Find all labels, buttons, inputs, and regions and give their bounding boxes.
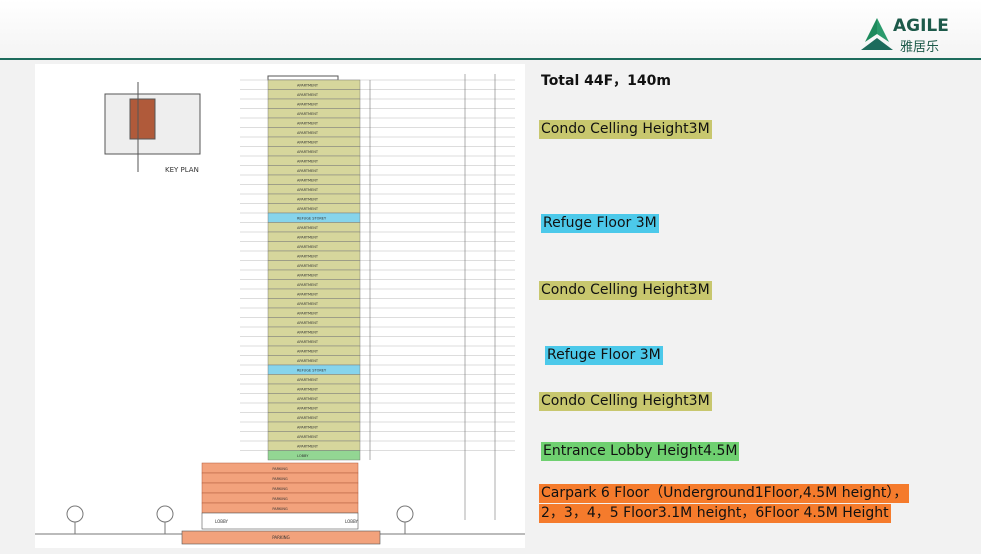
floor-label: APARTMENT: [297, 255, 319, 259]
logo-text: AGILE: [893, 16, 949, 36]
ground-label: LOBBY: [345, 519, 359, 524]
floor-label: APARTMENT: [297, 388, 319, 392]
floor-label: APARTMENT: [297, 407, 319, 411]
note: Condo Celling Height3M: [539, 392, 712, 411]
floor-label: APARTMENT: [297, 416, 319, 420]
ground-label: LOBBY: [215, 519, 229, 524]
key-plan-label: KEY PLAN: [165, 166, 199, 174]
floor-label: APARTMENT: [297, 103, 319, 107]
floor-label: APARTMENT: [297, 236, 319, 240]
floor-label: LOBBY: [297, 454, 309, 458]
floor-label: APARTMENT: [297, 245, 319, 249]
floor-label: APARTMENT: [297, 169, 319, 173]
note: Entrance Lobby Height4.5M: [541, 442, 740, 461]
note: Refuge Floor 3M: [541, 214, 659, 233]
floor-label: PARKING: [272, 507, 288, 511]
floor-label: APARTMENT: [297, 445, 319, 449]
floor-label: APARTMENT: [297, 426, 319, 430]
floor-label: APARTMENT: [297, 131, 319, 135]
floor-label: APARTMENT: [297, 198, 319, 202]
floor-label: APARTMENT: [297, 112, 319, 116]
section-drawing: KEY PLAN APARTMENT APARTMENT APARTMENT APAR…: [35, 64, 525, 548]
floor-label: APARTMENT: [297, 283, 319, 287]
floor-label: APARTMENT: [297, 150, 319, 154]
floor-label: APARTMENT: [297, 378, 319, 382]
floor-label: APARTMENT: [297, 397, 319, 401]
floor-label: REFUGE STOREY: [297, 369, 327, 373]
floor-label: APARTMENT: [297, 188, 319, 192]
floor-label: APARTMENT: [297, 207, 319, 211]
note: Total 44F，140m: [541, 73, 671, 89]
floor-label: APARTMENT: [297, 160, 319, 164]
basement-label: PARKING: [272, 535, 290, 540]
floor-label: APARTMENT: [297, 435, 319, 439]
floor-label: APARTMENT: [297, 84, 319, 88]
note: Condo Celling Height3M: [539, 281, 712, 300]
ground-floor: [201, 512, 359, 530]
floor-label: APARTMENT: [297, 122, 319, 126]
floor-label: APARTMENT: [297, 302, 319, 306]
floor-label: APARTMENT: [297, 93, 319, 97]
floor-label: APARTMENT: [297, 264, 319, 268]
note: Refuge Floor 3M: [545, 346, 663, 365]
floor-label: APARTMENT: [297, 293, 319, 297]
logo-subtext: 雅居乐: [900, 40, 940, 55]
floor-label: PARKING: [272, 487, 288, 491]
floor-label: APARTMENT: [297, 274, 319, 278]
floor-label: APARTMENT: [297, 359, 319, 363]
floor-label: APARTMENT: [297, 179, 319, 183]
roof: [267, 75, 339, 81]
floor-label: PARKING: [272, 467, 288, 471]
header: AGILE 雅居乐: [0, 0, 981, 60]
floor-label: REFUGE STOREY: [297, 217, 327, 221]
floor-label: APARTMENT: [297, 331, 319, 335]
floor: [267, 450, 361, 461]
floor-label: APARTMENT: [297, 340, 319, 344]
note: Carpark 6 Floor（Underground1Floor,4.5M h…: [539, 484, 910, 503]
floor-label: APARTMENT: [297, 321, 319, 325]
floor-label: APARTMENT: [297, 350, 319, 354]
floor-label: APARTMENT: [297, 141, 319, 145]
note: 2，3，4，5 Floor3.1M height，6Floor 4.5M Hei…: [539, 504, 891, 523]
key-plan: [104, 82, 201, 172]
logo-icon: [861, 18, 893, 50]
floor-label: APARTMENT: [297, 226, 319, 230]
floor-label: APARTMENT: [297, 312, 319, 316]
note: Condo Celling Height3M: [539, 120, 712, 139]
basement: [181, 530, 381, 545]
floor-label: PARKING: [272, 477, 288, 481]
floor-label: PARKING: [272, 497, 288, 501]
